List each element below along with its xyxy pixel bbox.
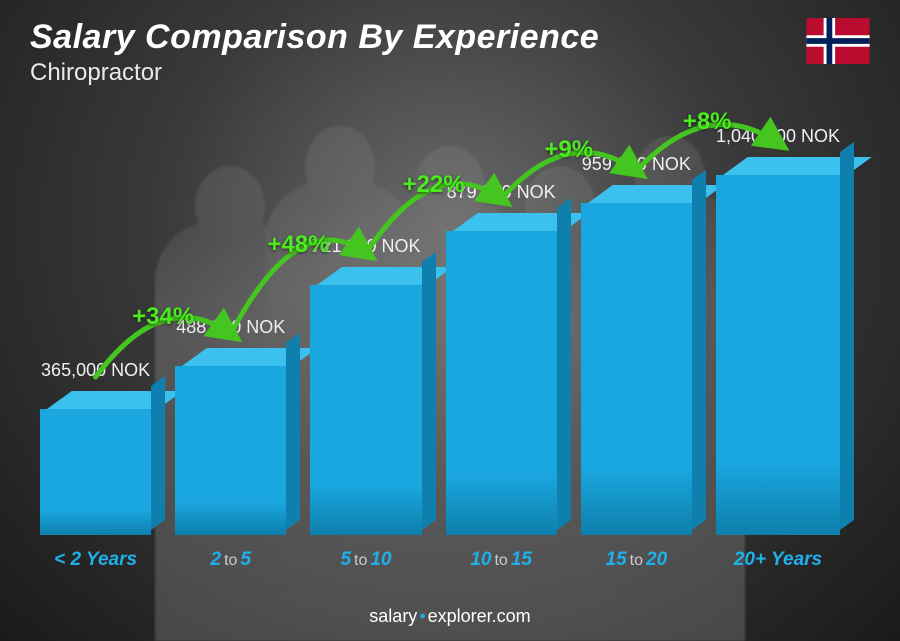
footer-brand: salary•explorer.com: [0, 606, 900, 627]
header: Salary Comparison By Experience Chiropra…: [30, 18, 870, 87]
bar-x-label: 10to15: [470, 549, 532, 571]
salary-bar-chart: 365,000 NOK < 2 Years 488,000 NOK 2to5 721,0…: [40, 111, 840, 571]
bar-3d: [310, 267, 421, 535]
footer-brand-c: .com: [492, 606, 531, 626]
bar-0: 365,000 NOK < 2 Years: [40, 360, 151, 571]
bar-x-label: < 2 Years: [54, 549, 137, 571]
bar-value-label: 365,000 NOK: [41, 360, 150, 381]
page-title: Salary Comparison By Experience: [30, 18, 599, 57]
bar-value-label: 879,000 NOK: [447, 182, 556, 203]
norway-flag-icon: [806, 18, 870, 64]
bar-x-label: 5to10: [340, 549, 391, 571]
bar-3d: [40, 391, 151, 535]
bar-value-label: 1,040,000 NOK: [716, 126, 840, 147]
bar-3d: [716, 157, 840, 535]
bar-value-label: 959,000 NOK: [582, 154, 691, 175]
footer-brand-a: salary: [369, 606, 417, 626]
page-subtitle: Chiropractor: [30, 59, 599, 87]
bar-value-label: 721,000 NOK: [311, 236, 420, 257]
bar-value-label: 488,000 NOK: [176, 317, 285, 338]
bar-x-label: 20+ Years: [734, 549, 822, 571]
footer-brand-b: explorer: [428, 606, 492, 626]
bar-x-label: 15to20: [606, 549, 668, 571]
bar-3d: [175, 348, 286, 535]
bar-2: 721,000 NOK 5to10: [310, 236, 421, 571]
bar-3d: [581, 185, 692, 535]
bar-3: 879,000 NOK 10to15: [446, 182, 557, 571]
bar-4: 959,000 NOK 15to20: [581, 154, 692, 571]
bar-1: 488,000 NOK 2to5: [175, 317, 286, 571]
footer-dot-icon: •: [419, 606, 425, 626]
bar-x-label: 2to5: [211, 549, 252, 571]
bar-5: 1,040,000 NOK 20+ Years: [716, 126, 840, 571]
bar-3d: [446, 213, 557, 535]
